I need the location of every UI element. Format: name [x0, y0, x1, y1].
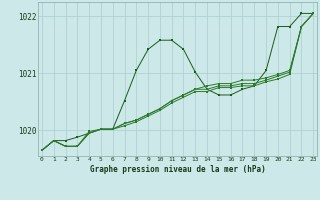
X-axis label: Graphe pression niveau de la mer (hPa): Graphe pression niveau de la mer (hPa) — [90, 165, 266, 174]
